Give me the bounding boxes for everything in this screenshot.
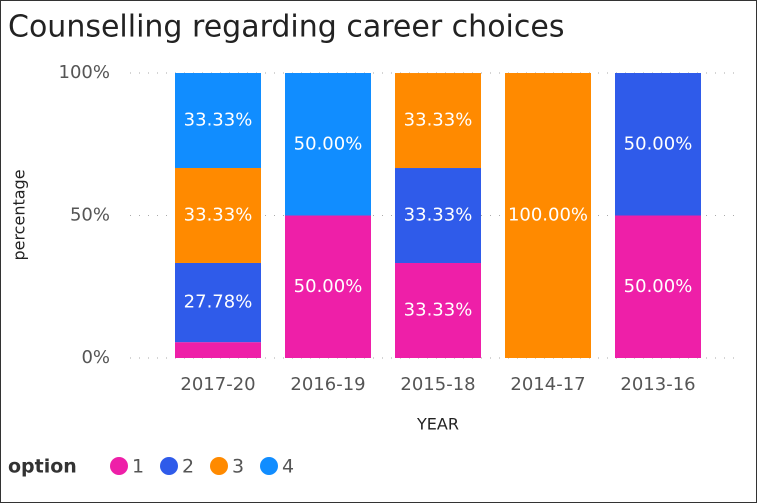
x-axis-title: YEAR bbox=[416, 415, 459, 434]
x-tick-label: 2013-16 bbox=[620, 374, 695, 395]
legend-marker bbox=[110, 457, 128, 475]
legend-title: option bbox=[8, 456, 77, 478]
x-tick-label: 2016-19 bbox=[290, 374, 365, 395]
chart-title: Counselling regarding career choices bbox=[8, 10, 564, 45]
legend-marker bbox=[210, 457, 228, 475]
data-label: 33.33% bbox=[404, 300, 473, 321]
data-label: 50.00% bbox=[624, 276, 693, 297]
bar-segment bbox=[175, 73, 261, 168]
data-label: 50.00% bbox=[294, 133, 363, 154]
bar-segment bbox=[175, 342, 261, 358]
data-label: 33.33% bbox=[184, 109, 253, 130]
y-tick-label: 100% bbox=[59, 62, 110, 83]
bar-segment bbox=[175, 167, 261, 263]
legend-label: 2 bbox=[182, 456, 194, 478]
data-label: 33.33% bbox=[404, 205, 473, 226]
bar-segment bbox=[395, 73, 481, 169]
bar-segment bbox=[615, 73, 701, 216]
bar-segment bbox=[175, 262, 261, 343]
data-label: 33.33% bbox=[404, 110, 473, 131]
bar-segment bbox=[395, 168, 481, 264]
bar-segment bbox=[395, 263, 481, 358]
y-tick-label: 0% bbox=[81, 347, 110, 368]
data-label: 50.00% bbox=[294, 276, 363, 297]
bar-segment bbox=[285, 215, 371, 358]
bar-segment bbox=[505, 73, 591, 358]
legend-marker bbox=[260, 457, 278, 475]
x-tick-label: 2014-17 bbox=[510, 374, 585, 395]
legend-marker bbox=[160, 457, 178, 475]
data-label: 27.78% bbox=[184, 292, 253, 313]
data-label: 50.00% bbox=[624, 133, 693, 154]
legend-label: 4 bbox=[282, 456, 294, 478]
legend-label: 3 bbox=[232, 456, 244, 478]
x-tick-label: 2015-18 bbox=[400, 374, 475, 395]
legend-label: 1 bbox=[132, 456, 144, 478]
bar-segment bbox=[615, 215, 701, 358]
y-tick-label: 50% bbox=[70, 205, 110, 226]
y-axis-title: percentage bbox=[10, 169, 29, 260]
bar-segment bbox=[285, 73, 371, 216]
data-label: 33.33% bbox=[184, 204, 253, 225]
x-tick-label: 2017-20 bbox=[180, 374, 255, 395]
data-label: 100.00% bbox=[508, 205, 588, 226]
